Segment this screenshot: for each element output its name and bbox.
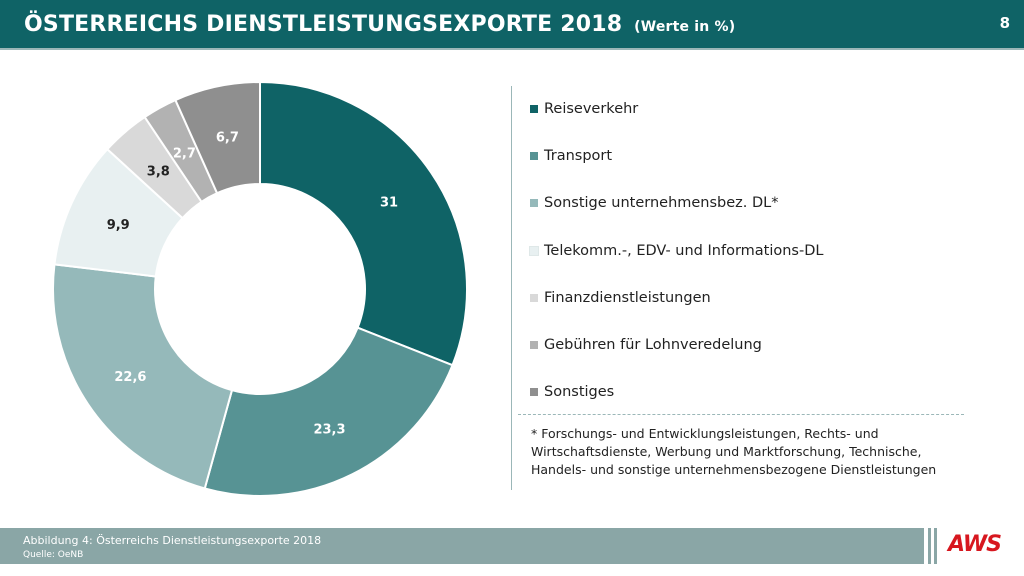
donut-slice: [52, 263, 234, 490]
title-unit: (Werte in %): [634, 19, 736, 35]
legend-swatch: [530, 152, 538, 161]
legend-item: Transport: [530, 145, 612, 167]
footnote-text: * Forschungs- und Entwicklungsleistungen…: [531, 426, 937, 477]
donut-slice: [259, 80, 468, 367]
legend-item: Gebühren für Lohnveredelung: [530, 334, 762, 356]
legend-swatch: [530, 199, 538, 208]
footnote-divider: [518, 414, 964, 415]
header-bar: ÖSTERREICHS DIENSTLEISTUNGSEXPORTE 2018 …: [0, 0, 1024, 48]
footer-bar: [0, 528, 924, 564]
legend-swatch: [530, 105, 538, 113]
legend-label: Sonstiges: [544, 384, 615, 401]
legend-item: Finanzdienstleistungen: [530, 287, 711, 309]
slice-value-label: 6,7: [216, 130, 239, 145]
figure-caption: Abbildung 4: Österreichs Dienstleistungs…: [23, 534, 322, 547]
legend-divider: [511, 86, 512, 490]
slice-value-label: 23,3: [313, 423, 345, 438]
legend-label: Transport: [544, 148, 613, 165]
donut-slice: [174, 80, 261, 195]
donut-slice: [203, 326, 454, 497]
legend-item: Telekomm.-, EDV- und Informations-DL: [529, 240, 824, 262]
legend-swatch: [530, 293, 538, 302]
legend-label: Gebühren für Lohnveredelung: [544, 337, 762, 353]
slice-value-label: 31: [380, 195, 398, 210]
legend-item: Sonstiges: [530, 381, 614, 403]
slice-value-label: 2,7: [173, 147, 196, 162]
legend-swatch: [530, 388, 538, 397]
title-text: ÖSTERREICHS DIENSTLEISTUNGSEXPORTE 2018: [24, 12, 623, 37]
legend-swatch: [529, 245, 539, 256]
slice-value-label: 3,8: [147, 165, 170, 180]
legend-label: Sonstige unternehmensbez. DL*: [544, 195, 779, 212]
legend-item: Reiseverkehr: [530, 98, 638, 120]
page-number: 8: [999, 14, 1010, 32]
donut-chart: 31 23,3 22,6 9,9 3,82,7 6,7: [52, 80, 468, 497]
footer-accent-bars: [926, 528, 942, 564]
legend-item: Sonstige unternehmensbez. DL*: [530, 192, 779, 214]
slice-value-label: 9,9: [107, 218, 130, 233]
legend-label: Reiseverkehr: [544, 101, 639, 117]
legend-label: Telekomm.-, EDV- und Informations-DL: [544, 242, 824, 259]
figure-source: Quelle: OeNB: [23, 550, 84, 560]
slice-value-label: 22,6: [114, 370, 146, 385]
legend-label: Finanzdienstleistungen: [544, 289, 711, 306]
aws-logo: AWS: [948, 532, 1002, 557]
legend-swatch: [530, 341, 538, 349]
header-divider: [0, 48, 1024, 50]
page-title: ÖSTERREICHS DIENSTLEISTUNGSEXPORTE 2018 …: [24, 12, 735, 37]
